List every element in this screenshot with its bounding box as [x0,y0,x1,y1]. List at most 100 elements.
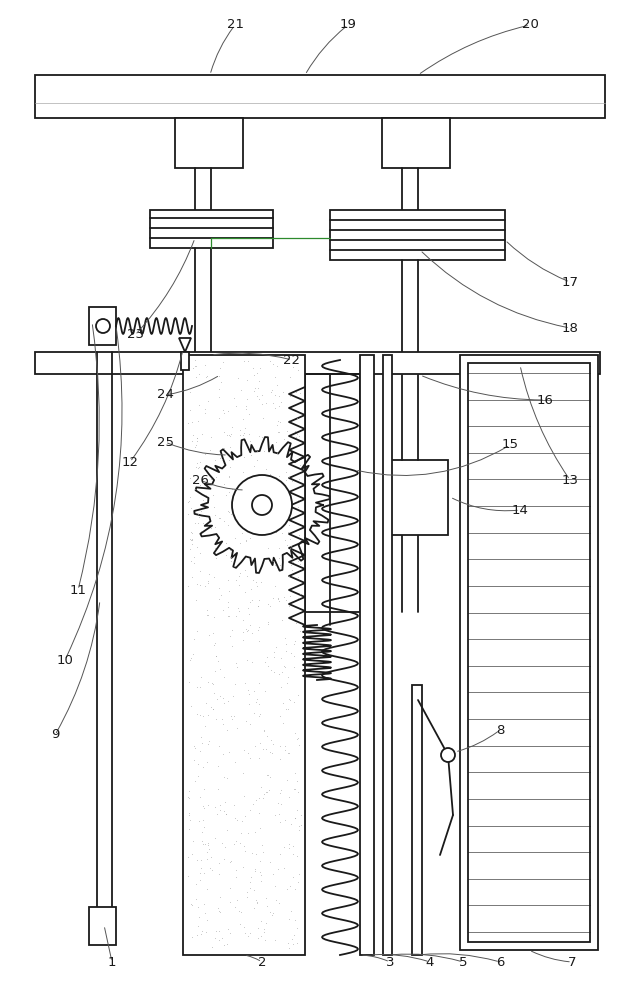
Point [240,584,250,600]
Point [293,687,303,703]
Point [226,553,236,569]
Point [224,468,234,484]
Point [202,754,212,770]
Point [269,649,279,665]
Point [219,460,229,476]
Point [238,411,248,427]
Bar [35,352,600,374]
Point [268,553,278,569]
Point [245,447,255,463]
Point [265,744,275,760]
Bar [150,210,273,248]
Point [196,852,206,868]
Point [277,612,287,628]
Point [243,353,253,369]
Point [214,932,224,948]
Point [196,454,206,470]
Point [210,635,220,651]
Point [265,353,275,369]
Point [196,926,206,942]
Point [219,354,229,370]
Point [211,469,221,485]
Point [249,367,259,383]
Point [232,812,242,828]
Point [194,909,204,925]
Point [188,833,198,849]
Point [263,616,273,632]
Point [201,487,211,503]
Point [249,900,259,916]
Point [235,835,245,851]
Point [284,436,294,452]
Point [222,427,232,443]
Bar [35,75,605,118]
Point [244,426,254,442]
Text: 15: 15 [502,438,518,452]
Point [183,868,193,884]
Point [263,471,273,487]
Point [227,711,237,727]
Circle shape [252,495,272,515]
Point [234,903,244,919]
Point [239,353,249,369]
Point [219,769,229,785]
Point [211,648,221,664]
Point [201,470,211,486]
Point [187,414,197,430]
Point [289,927,299,943]
Point [255,873,265,889]
Point [224,599,234,615]
Point [209,499,219,515]
Point [285,903,295,919]
Point [274,806,284,822]
Point [262,767,272,783]
Point [198,515,208,531]
Point [244,406,254,422]
Point [242,568,252,584]
Point [224,427,234,443]
Point [295,623,305,639]
Point [252,492,262,508]
Point [275,738,285,754]
Text: 10: 10 [57,654,74,666]
Point [199,781,209,797]
Point [214,855,224,871]
Text: 6: 6 [496,956,504,968]
Point [222,722,232,738]
Point [202,912,212,928]
Point [292,920,302,936]
Point [244,745,254,761]
Point [255,735,265,751]
Point [259,723,269,739]
Point [283,669,293,685]
Point [226,708,236,724]
Point [241,621,251,637]
Point [282,423,292,439]
Point [191,358,201,374]
Point [216,587,226,603]
Point [267,514,277,530]
Point [208,676,218,692]
Point [295,822,305,838]
Point [237,813,247,829]
Point [231,608,240,624]
Point [290,765,300,781]
Point [184,541,194,557]
Point [282,675,292,691]
Point [261,741,271,757]
Point [209,609,219,625]
Point [210,930,220,946]
Point [214,580,224,596]
Point [224,583,234,599]
Point [211,550,221,566]
Point [225,428,235,444]
Point [219,937,229,953]
Point [257,837,267,853]
Point [197,923,207,939]
Point [195,577,205,593]
Point [280,701,290,717]
Point [200,357,210,373]
Point [257,387,267,403]
Point [187,929,197,945]
Point [187,531,197,547]
